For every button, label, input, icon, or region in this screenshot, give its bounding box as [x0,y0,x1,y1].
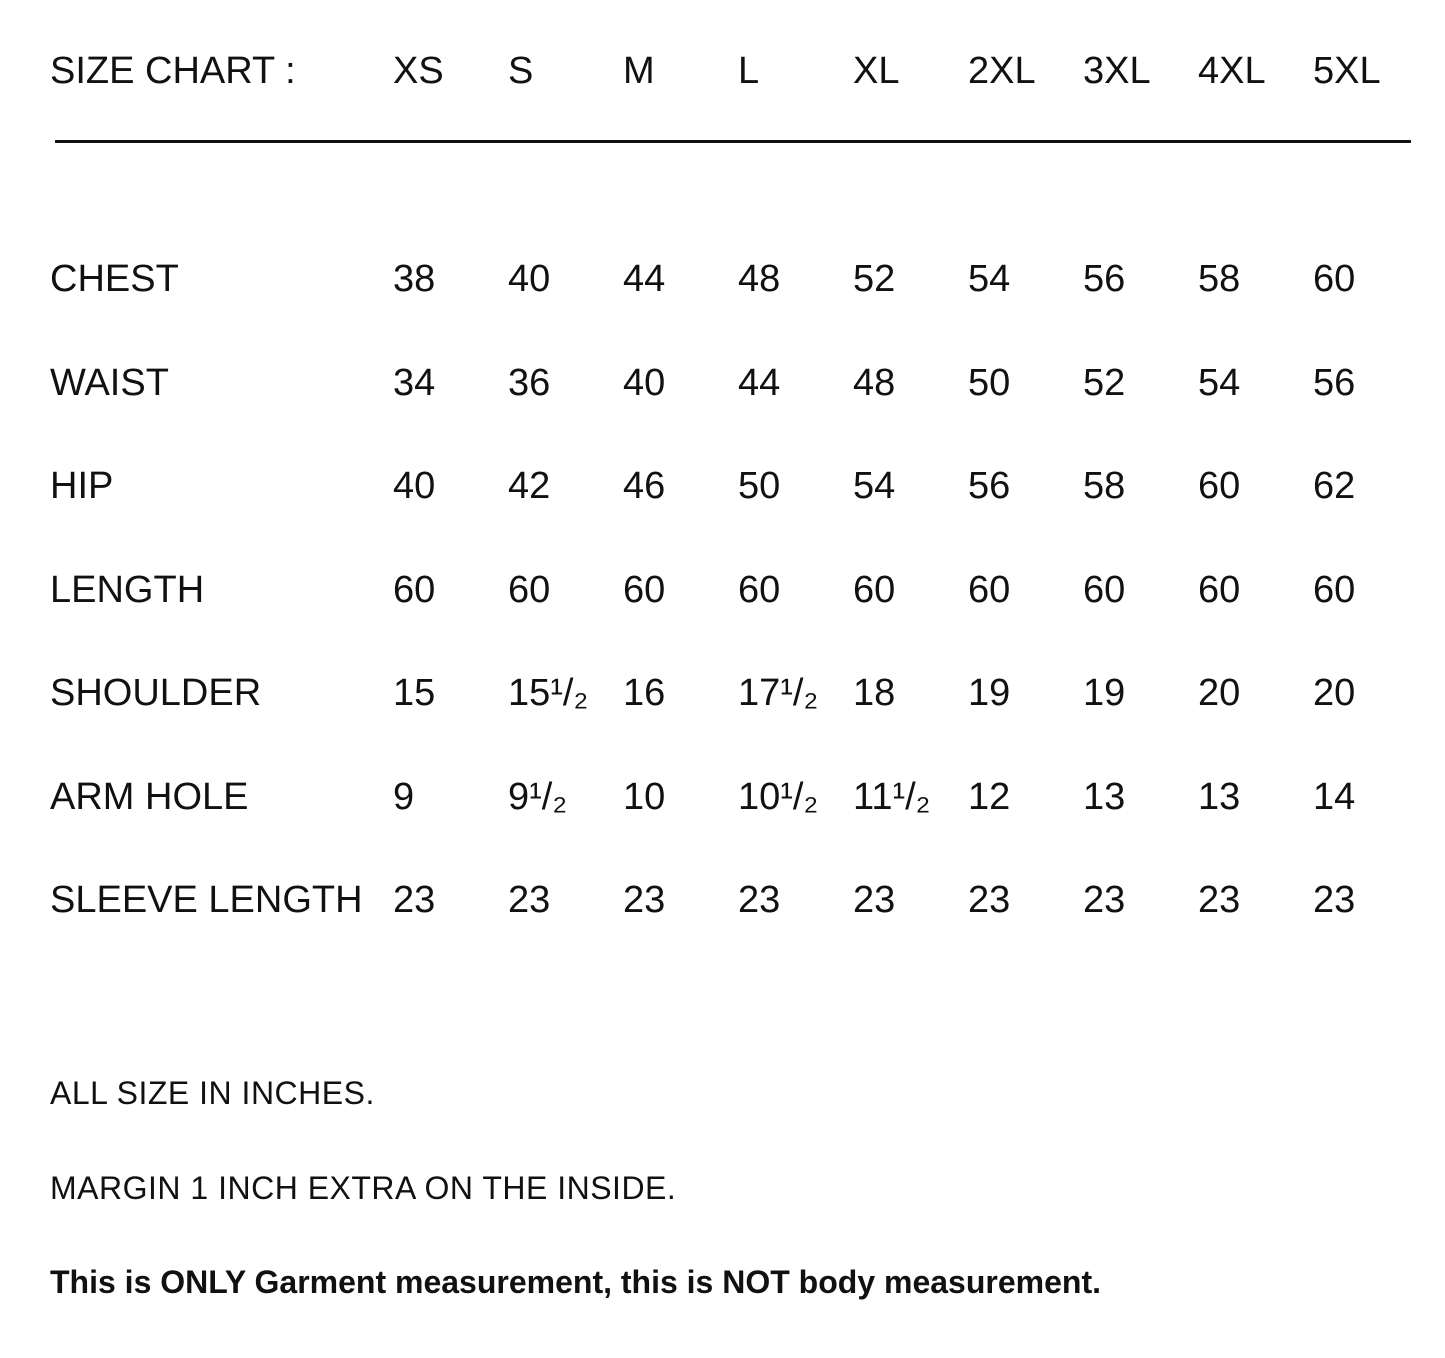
cell: 60 [1083,568,1126,611]
cell: 60 [1313,568,1356,611]
cell: 50 [968,361,1011,404]
cell: 23 [968,879,1011,921]
cell: 44 [738,361,781,404]
cell: 9¹/₂ [508,775,568,818]
cell: 60 [853,568,896,611]
row-label: ARM HOLE [50,775,249,818]
cell: 14 [1313,775,1356,818]
size-header: L [738,50,760,92]
cell: 23 [1198,879,1241,921]
size-header: XS [393,50,444,92]
cell: 50 [738,465,781,507]
cell: 54 [1198,361,1241,404]
cell: 52 [853,258,896,300]
cell: 23 [508,879,551,921]
cell: 23 [1313,879,1356,921]
cell: 36 [508,361,551,404]
cell: 58 [1083,465,1126,507]
cell: 23 [623,879,666,921]
cell: 40 [508,258,551,300]
cell: 19 [1083,672,1126,714]
size-header: 4XL [1198,50,1266,92]
size-header: XL [853,50,900,92]
cell: 15¹/₂ [508,672,589,714]
cell: 40 [623,361,666,404]
row-label: SLEEVE LENGTH [50,879,363,921]
disclaimer: This is ONLY Garment measurement, this i… [50,1264,1101,1300]
header-rule [55,140,1411,143]
size-header: 3XL [1083,50,1151,92]
cell: 60 [1313,258,1356,300]
size-header: 5XL [1313,50,1381,92]
note: MARGIN 1 INCH EXTRA ON THE INSIDE. [50,1170,677,1206]
row-label: LENGTH [50,568,205,611]
size-header: S [508,50,534,92]
cell: 62 [1313,465,1356,507]
cell: 48 [738,258,781,300]
size-header: 2XL [968,50,1036,92]
cell: 20 [1198,672,1241,714]
cell: 44 [623,258,666,300]
cell: 20 [1313,672,1356,714]
cell: 11¹/₂ [853,775,931,818]
row-label: CHEST [50,258,179,300]
cell: 46 [623,465,666,507]
cell: 23 [853,879,896,921]
row-label: SHOULDER [50,672,262,714]
cell: 19 [968,672,1011,714]
cell: 60 [1198,465,1241,507]
cell: 60 [508,568,551,611]
cell: 18 [853,672,896,714]
cell: 56 [1083,258,1126,300]
cell: 16 [623,672,666,714]
cell: 15 [393,672,436,714]
cell: 13 [1198,775,1241,818]
cell: 34 [393,361,436,404]
cell: 54 [853,465,896,507]
size-header: M [623,50,655,92]
cell: 38 [393,258,436,300]
cell: 48 [853,361,896,404]
cell: 42 [508,465,551,507]
cell: 54 [968,258,1011,300]
chart-title: SIZE CHART : [50,50,296,92]
cell: 23 [1083,879,1126,921]
cell: 56 [1313,361,1356,404]
cell: 52 [1083,361,1126,404]
cell: 60 [1198,568,1241,611]
cell: 60 [623,568,666,611]
row-label: HIP [50,465,114,507]
cell: 58 [1198,258,1241,300]
cell: 10¹/₂ [738,775,819,818]
cell: 9 [393,775,415,818]
cell: 40 [393,465,436,507]
cell: 13 [1083,775,1126,818]
cell: 60 [393,568,436,611]
note: ALL SIZE IN INCHES. [50,1075,375,1111]
cell: 10 [623,775,666,818]
cell: 17¹/₂ [738,672,819,714]
cell: 12 [968,775,1011,818]
cell: 60 [738,568,781,611]
cell: 60 [968,568,1011,611]
cell: 23 [738,879,781,921]
cell: 23 [393,879,436,921]
cell: 56 [968,465,1011,507]
row-label: WAIST [50,361,169,404]
